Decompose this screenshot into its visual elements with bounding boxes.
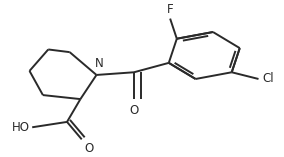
Text: Cl: Cl <box>262 73 274 85</box>
Text: F: F <box>167 3 174 16</box>
Text: O: O <box>129 104 139 117</box>
Text: N: N <box>95 57 104 70</box>
Text: O: O <box>84 142 94 155</box>
Text: HO: HO <box>12 121 30 134</box>
